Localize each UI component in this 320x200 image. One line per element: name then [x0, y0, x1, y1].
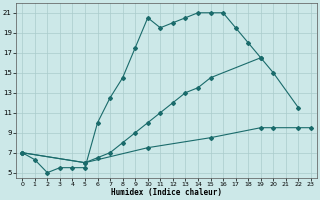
X-axis label: Humidex (Indice chaleur): Humidex (Indice chaleur)	[111, 188, 222, 197]
